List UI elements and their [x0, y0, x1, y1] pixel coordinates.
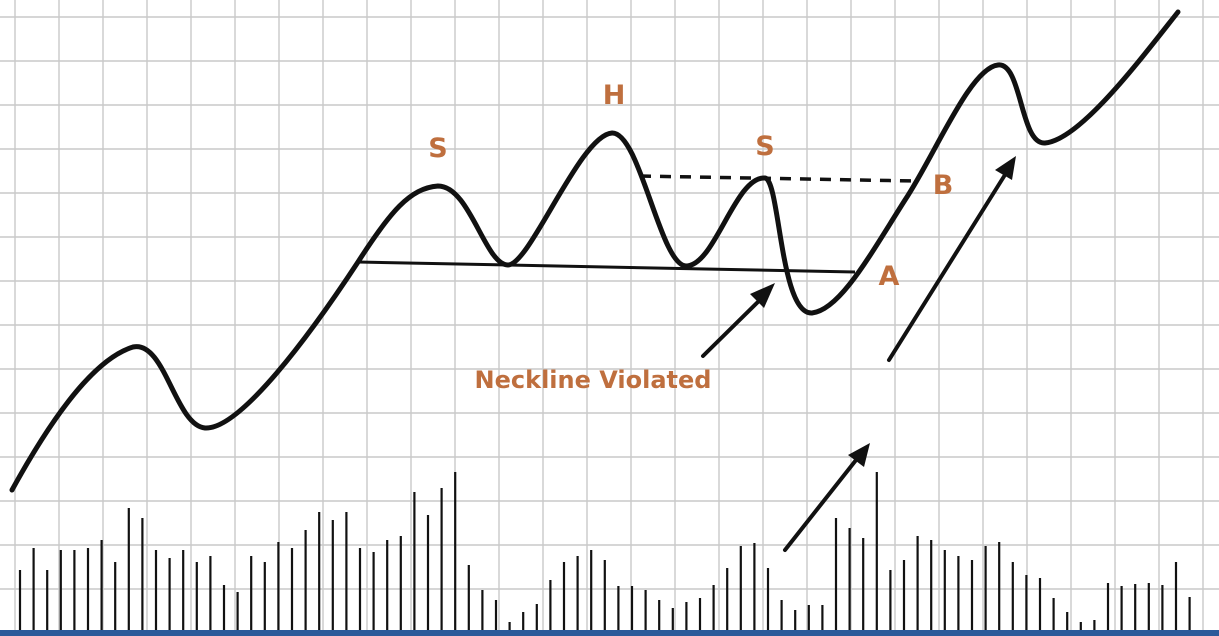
- arrow-head: [848, 443, 870, 467]
- left-shoulder-label: S: [428, 133, 447, 164]
- arrow-head: [995, 156, 1016, 180]
- right-shoulder-label: S: [755, 131, 774, 162]
- neckline-violated-label: Neckline Violated: [475, 366, 712, 394]
- arrow-up-right-icon: [783, 453, 862, 552]
- neckline: [357, 260, 856, 274]
- arrow-up-right-icon: [887, 168, 1010, 362]
- volume-bars: [18, 472, 1191, 630]
- point-a-label: A: [879, 261, 900, 292]
- head-label: H: [603, 80, 626, 111]
- target-dashed-line: [639, 174, 916, 183]
- point-b-label: B: [933, 170, 954, 201]
- arrow-head: [750, 283, 775, 308]
- price-curve: [9, 9, 1181, 493]
- arrow-up-right-icon: [701, 293, 767, 358]
- arrows: [701, 156, 1016, 552]
- bottom-bar: [0, 630, 1219, 636]
